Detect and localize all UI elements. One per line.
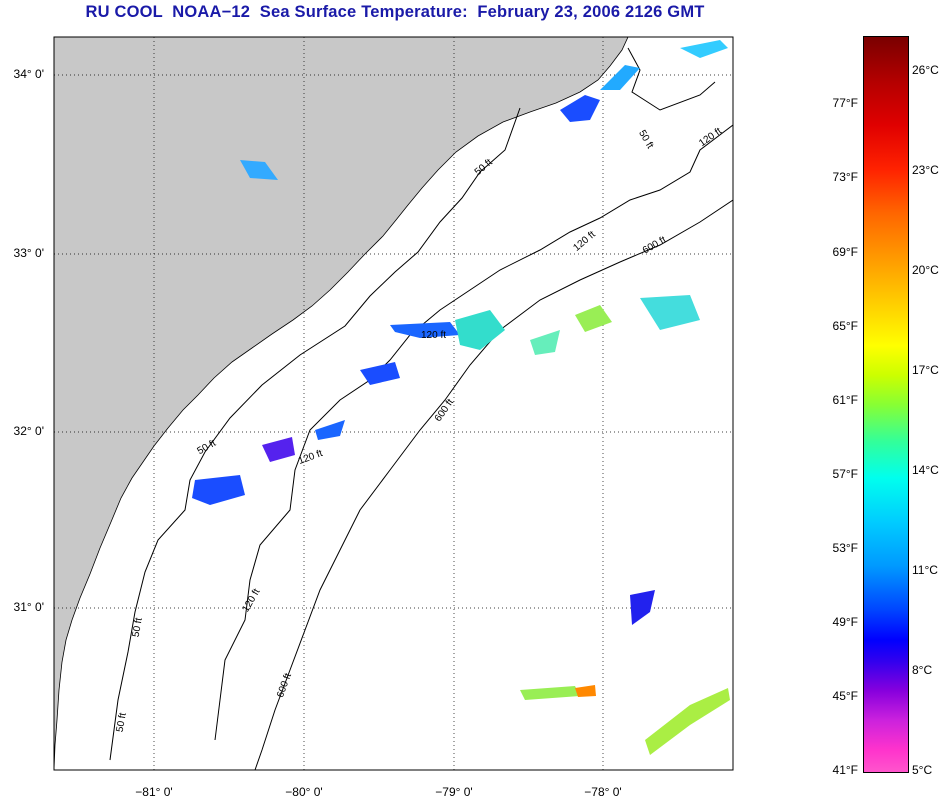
colorbar-fahrenheit-label: 73°F	[832, 170, 858, 184]
colorbar-fahrenheit-label: 49°F	[832, 615, 858, 629]
land-mass	[54, 37, 629, 770]
contour-120ft	[214, 124, 733, 741]
sst-patches	[192, 40, 730, 755]
colorbar-celsius-label: 8°C	[912, 663, 933, 677]
temperature-colorbar	[863, 36, 909, 773]
colorbar-fahrenheit-label: 65°F	[832, 319, 858, 333]
colorbar-celsius-label: 20°C	[912, 263, 939, 277]
colorbar-fahrenheit-label: 41°F	[832, 763, 858, 777]
colorbar-fahrenheit-label: 61°F	[832, 393, 858, 407]
lat-label-33: 33° 0'	[13, 246, 44, 260]
colorbar-celsius-label: 17°C	[912, 363, 939, 377]
lon-label-81: −81° 0'	[135, 785, 173, 799]
lat-label-32: 32° 0'	[13, 424, 44, 438]
colorbar-fahrenheit-label: 53°F	[832, 541, 858, 555]
map-border	[53, 36, 734, 771]
lat-label-34: 34° 0'	[13, 67, 44, 81]
colorbar-celsius-label: 26°C	[912, 63, 939, 77]
lon-label-80: −80° 0'	[285, 785, 323, 799]
lat-label-31: 31° 0'	[13, 600, 44, 614]
colorbar-fahrenheit-label: 77°F	[832, 96, 858, 110]
contour-50ft	[109, 47, 716, 761]
colorbar-fahrenheit-label: 69°F	[832, 245, 858, 259]
contour-600ft	[254, 199, 733, 770]
colorbar-celsius-label: 5°C	[912, 763, 933, 777]
lon-label-78: −78° 0'	[584, 785, 622, 799]
colorbar-fahrenheit-label: 45°F	[832, 689, 858, 703]
colorbar-celsius-label: 11°C	[912, 563, 938, 577]
lon-label-79: −79° 0'	[435, 785, 473, 799]
colorbar-fahrenheit-label: 57°F	[832, 467, 858, 481]
contour-label: 120 ft	[421, 330, 447, 341]
colorbar-celsius-label: 14°C	[912, 463, 939, 477]
map-title: RU COOL NOAA−12 Sea Surface Temperature:…	[85, 3, 705, 21]
colorbar-celsius-label: 23°C	[912, 163, 939, 177]
